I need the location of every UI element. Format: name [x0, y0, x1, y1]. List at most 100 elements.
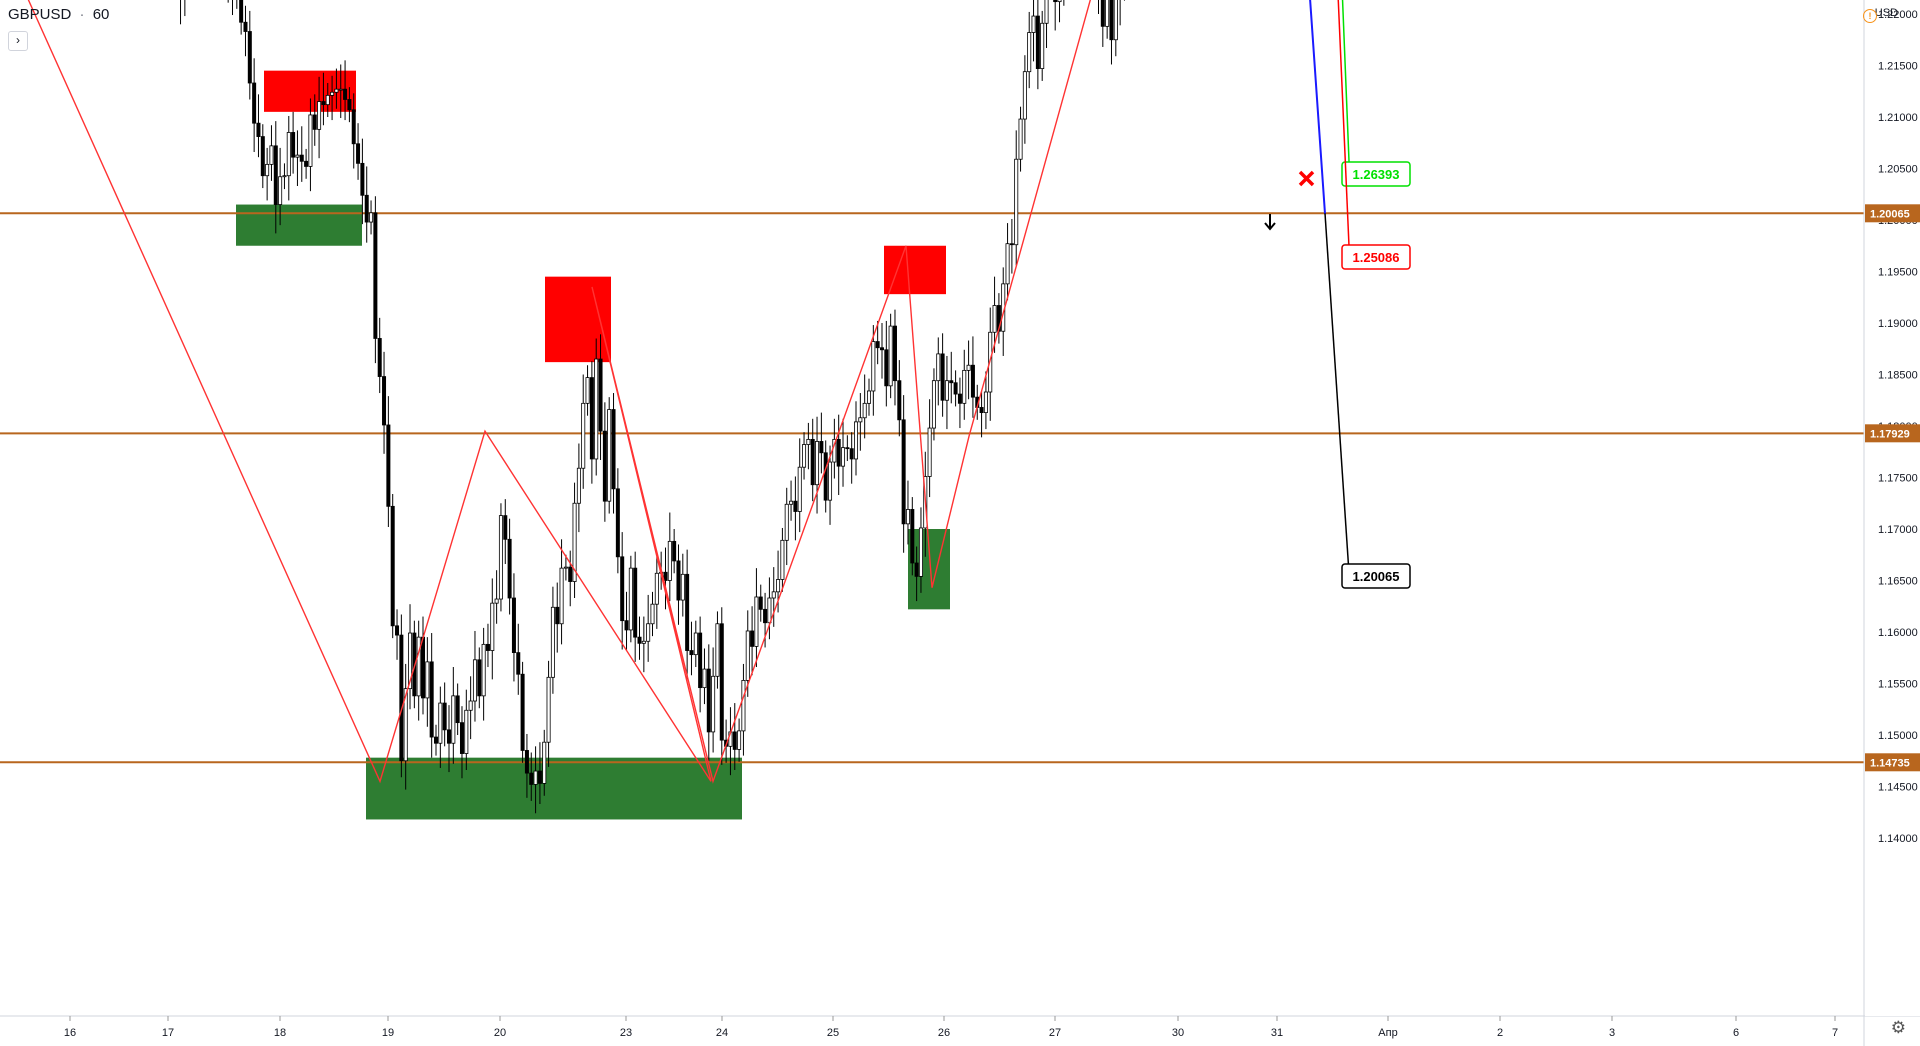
- callout-label: 1.25086: [1353, 250, 1400, 265]
- candle-body: [446, 729, 451, 744]
- candle-body: [490, 602, 495, 651]
- arrow-down-icon: [1264, 214, 1276, 231]
- candle-body: [334, 88, 339, 93]
- callout-box: [1341, 244, 1411, 270]
- candle-body: [291, 132, 296, 158]
- candle-body: [377, 338, 382, 377]
- candle-body: [970, 364, 975, 398]
- candle-body: [828, 461, 833, 501]
- candle-body: [494, 598, 499, 604]
- candle-body: [953, 382, 958, 395]
- candle-body: [715, 623, 720, 677]
- candle-body: [585, 377, 590, 404]
- candle-body: [520, 673, 525, 751]
- price-tick-label: 1.19500: [1878, 267, 1918, 279]
- candle-body: [429, 661, 434, 738]
- time-tick-label: 7: [1832, 1027, 1838, 1039]
- candle-body: [650, 603, 655, 625]
- candle-body: [620, 556, 625, 622]
- time-tick-label: 31: [1271, 1027, 1283, 1039]
- candle-body: [360, 162, 365, 196]
- candle-body: [633, 567, 638, 638]
- symbol-name: GBPUSD: [8, 6, 72, 23]
- candle-body: [875, 341, 880, 349]
- candle-body: [1053, 0, 1058, 3]
- time-axis[interactable]: 16 17 18 19 20 23 24 25 26 27 30 31 Апр 2 3 6 7: [64, 1016, 1838, 1039]
- candle-body: [758, 596, 763, 610]
- candle-body: [689, 650, 694, 656]
- supply-zone: [884, 245, 946, 295]
- candle-body: [403, 688, 408, 762]
- level-price-tag: [1865, 424, 1920, 443]
- candle-body: [529, 772, 534, 785]
- candle-body: [741, 680, 746, 732]
- callout-label: 1.26393: [1353, 167, 1400, 182]
- candle-body: [408, 632, 413, 690]
- candle-body: [256, 122, 261, 137]
- candle-body: [819, 441, 824, 454]
- candle-body: [836, 438, 841, 467]
- candle-body: [325, 94, 330, 106]
- price-axis-bg: [1865, 0, 1920, 1016]
- candle-body: [628, 567, 633, 631]
- cross-icon: [1298, 170, 1315, 187]
- candle-body: [511, 597, 516, 654]
- demand-zone: [236, 204, 362, 246]
- price-tick-label: 1.17000: [1878, 524, 1918, 536]
- plot-area[interactable]: [0, 0, 1864, 1016]
- candle-body: [455, 695, 460, 724]
- candle-body: [654, 572, 659, 605]
- candle-body: [944, 380, 949, 401]
- candle-body: [602, 430, 607, 502]
- candle-body: [663, 571, 668, 581]
- candle-body: [507, 538, 512, 599]
- callout-box: [1341, 161, 1411, 187]
- candle-body: [1044, 0, 1049, 24]
- candle-body: [498, 515, 503, 600]
- candle-body: [858, 417, 863, 423]
- candle-body: [555, 606, 560, 625]
- candle-body: [905, 509, 910, 525]
- time-tick-label: 19: [382, 1027, 394, 1039]
- candle-body: [269, 145, 274, 165]
- level-price-text: 1.17929: [1870, 428, 1910, 440]
- candle-body: [459, 722, 464, 754]
- candle-body: [1022, 71, 1027, 120]
- candle-body: [693, 632, 698, 656]
- candle-body: [468, 700, 473, 711]
- candle-body: [810, 438, 815, 486]
- candle-body: [472, 659, 477, 702]
- candle-body: [845, 447, 850, 450]
- candle-body: [737, 730, 742, 750]
- candle-body: [879, 347, 884, 351]
- candle-body: [793, 500, 798, 512]
- candle-body: [646, 623, 651, 642]
- candle-body: [957, 393, 962, 404]
- candle-body: [667, 540, 672, 581]
- expand-legend-button[interactable]: ›: [8, 31, 28, 51]
- demand-zone: [366, 757, 742, 820]
- candle-body: [637, 636, 642, 644]
- price-axis[interactable]: 1.14000 1.14500 1.15000 1.15500 1.16000 1.165…: [1865, 0, 1920, 1016]
- candle-body: [550, 606, 555, 678]
- candle-body: [849, 448, 854, 460]
- candle-body: [754, 596, 759, 647]
- candle-body: [516, 652, 521, 675]
- candle-body: [854, 421, 859, 460]
- candle-body: [481, 643, 486, 697]
- alert-icon[interactable]: !: [1863, 9, 1877, 23]
- candle-body: [373, 212, 378, 339]
- candle-body: [685, 573, 690, 651]
- candle-body: [343, 88, 348, 100]
- symbol-header[interactable]: GBPUSD · 60: [8, 6, 110, 23]
- time-tick-label: 23: [620, 1027, 632, 1039]
- price-tick-label: 1.19000: [1878, 318, 1918, 330]
- candle-body: [438, 702, 443, 744]
- candle-body: [797, 466, 802, 512]
- candle-body: [815, 441, 820, 486]
- annotation-layer: 1.26393 1.25086 1.20065: [1264, 0, 1411, 589]
- time-tick-label: 30: [1172, 1027, 1184, 1039]
- gear-icon[interactable]: ⚙: [1890, 1018, 1906, 1037]
- candle-body: [390, 505, 395, 627]
